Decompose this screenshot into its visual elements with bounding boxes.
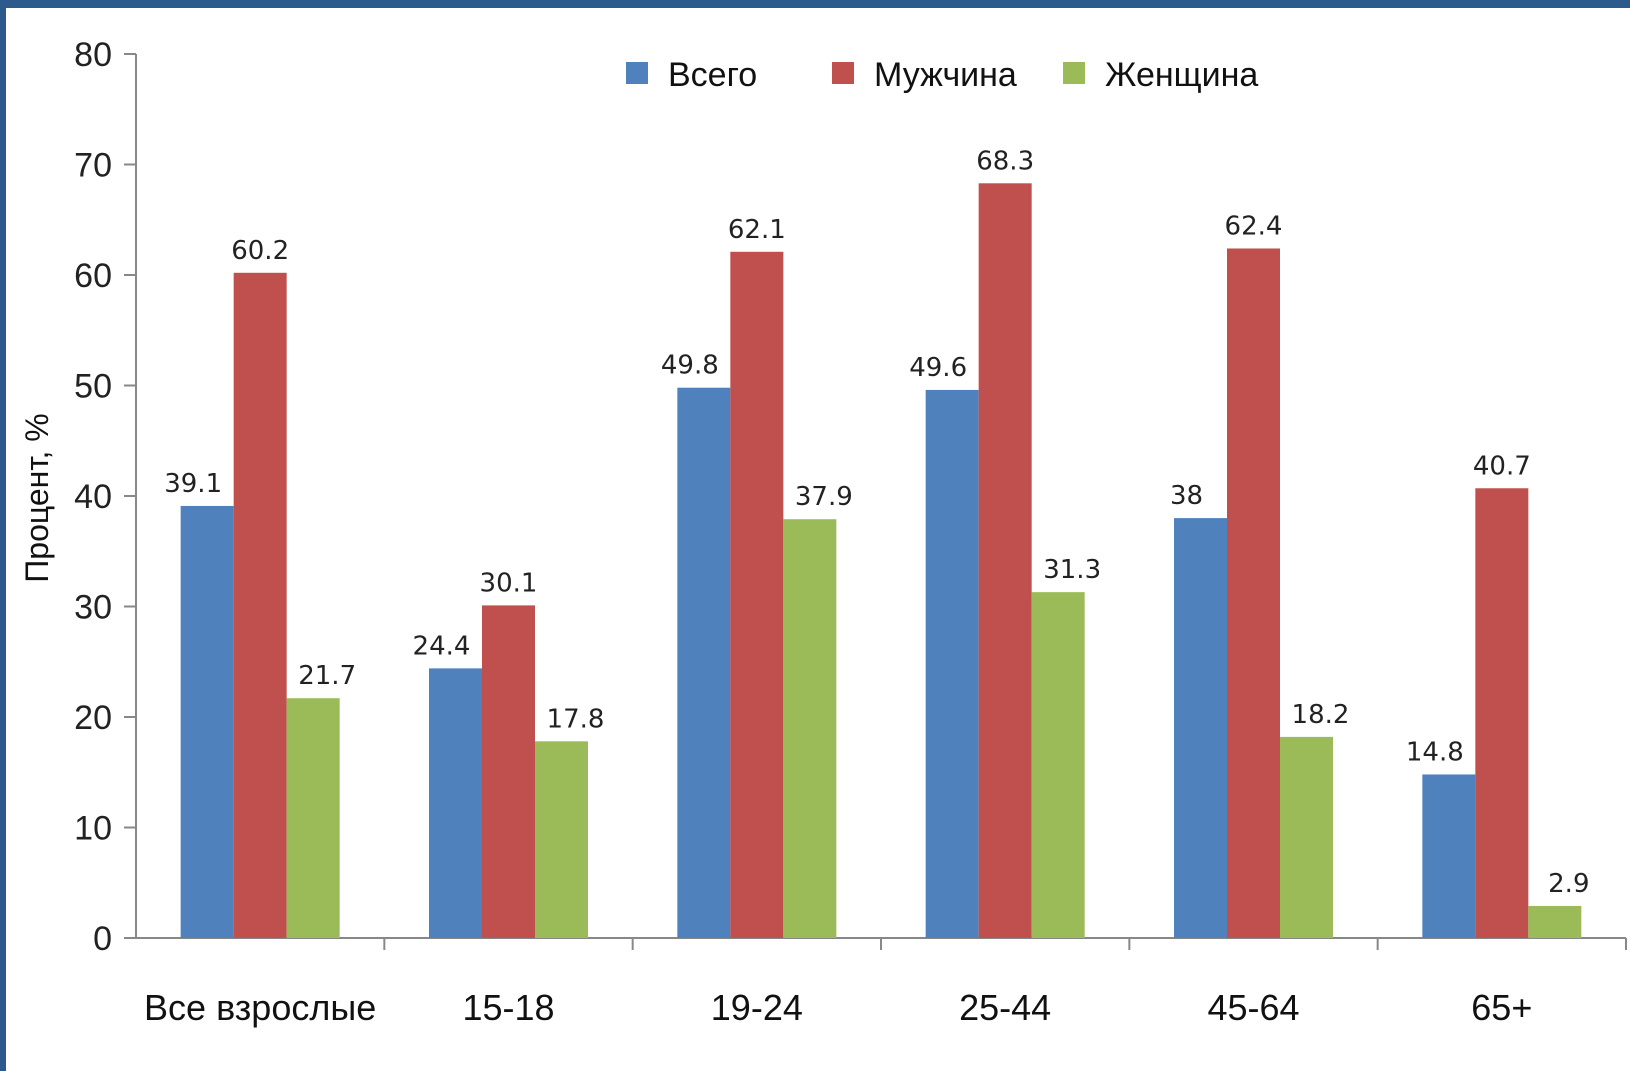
bar bbox=[286, 698, 340, 938]
y-tick-label: 0 bbox=[93, 920, 112, 958]
bar-chart: 0 10 20 30 40 50 60 70 80 Все взрослые 15-18 19-24 2… bbox=[19, 36, 1627, 1028]
x-category-label: 45-64 bbox=[1207, 987, 1299, 1028]
bars bbox=[180, 183, 1582, 939]
x-category-label: 65+ bbox=[1471, 987, 1532, 1028]
y-tick-label: 30 bbox=[74, 589, 112, 627]
legend-swatch bbox=[626, 62, 648, 84]
bar-value-label: 17.8 bbox=[547, 704, 605, 734]
y-tick-label: 50 bbox=[74, 368, 112, 406]
x-category-label: 19-24 bbox=[711, 987, 803, 1028]
bar-value-label: 49.8 bbox=[661, 351, 719, 381]
bar bbox=[1528, 905, 1582, 938]
y-tick-label: 80 bbox=[74, 36, 112, 74]
bar bbox=[1280, 736, 1333, 938]
bar bbox=[925, 389, 979, 938]
bar-value-label: 21.7 bbox=[298, 661, 356, 691]
data-labels: 39.1 60.2 21.7 24.4 30.1 17.8 49.8 62.1 37.9 49.6… bbox=[164, 146, 1589, 899]
x-category-label: Все взрослые bbox=[144, 987, 376, 1028]
bar bbox=[1422, 774, 1476, 938]
bar-value-label: 18.2 bbox=[1292, 700, 1350, 730]
bar bbox=[535, 741, 588, 938]
legend-swatch bbox=[832, 62, 854, 84]
x-category-label: 15-18 bbox=[462, 987, 554, 1028]
y-axis-label: Процент, % bbox=[19, 413, 55, 582]
legend-label: Всего bbox=[668, 56, 757, 94]
bar-value-label: 38 bbox=[1170, 481, 1203, 511]
legend-swatch bbox=[1063, 62, 1085, 84]
y-tick-label: 60 bbox=[74, 257, 112, 295]
bar-value-label: 62.1 bbox=[728, 215, 786, 245]
bar bbox=[1227, 248, 1280, 939]
y-tick-label: 40 bbox=[74, 478, 112, 516]
bar-value-label: 37.9 bbox=[795, 482, 853, 512]
y-tick-label: 20 bbox=[74, 699, 112, 737]
bar bbox=[978, 183, 1032, 938]
bar-value-label: 60.2 bbox=[231, 236, 289, 266]
bar bbox=[482, 605, 535, 938]
axes: 0 10 20 30 40 50 60 70 80 Все взрослые 15-18 19-24 2… bbox=[74, 36, 1627, 1028]
bar bbox=[429, 668, 482, 938]
bar-value-label: 68.3 bbox=[976, 146, 1034, 176]
bar bbox=[1031, 592, 1085, 938]
bar-value-label: 62.4 bbox=[1225, 211, 1283, 241]
y-tick-label: 70 bbox=[74, 147, 112, 185]
bar-value-label: 49.6 bbox=[909, 353, 967, 383]
bar bbox=[677, 387, 731, 939]
bar-value-label: 39.1 bbox=[164, 469, 222, 499]
x-category-label: 25-44 bbox=[959, 987, 1051, 1028]
bar-value-label: 30.1 bbox=[480, 568, 538, 598]
bar bbox=[233, 272, 287, 938]
chart-frame: 0 10 20 30 40 50 60 70 80 Все взрослые 15-18 19-24 2… bbox=[6, 8, 1630, 1071]
bar bbox=[783, 519, 837, 938]
y-tick-label: 10 bbox=[74, 810, 112, 848]
bar bbox=[180, 505, 234, 938]
bar-value-label: 24.4 bbox=[413, 631, 471, 661]
bar bbox=[1174, 518, 1227, 938]
bar-value-label: 31.3 bbox=[1043, 555, 1101, 585]
bar bbox=[730, 251, 784, 939]
bar-value-label: 2.9 bbox=[1548, 869, 1589, 899]
legend: Всего Мужчина Женщина bbox=[626, 56, 1258, 94]
legend-label: Мужчина bbox=[874, 56, 1017, 94]
bar-value-label: 40.7 bbox=[1473, 451, 1531, 481]
bar-value-label: 14.8 bbox=[1406, 737, 1464, 767]
legend-label: Женщина bbox=[1105, 56, 1258, 94]
bar bbox=[1475, 488, 1529, 938]
